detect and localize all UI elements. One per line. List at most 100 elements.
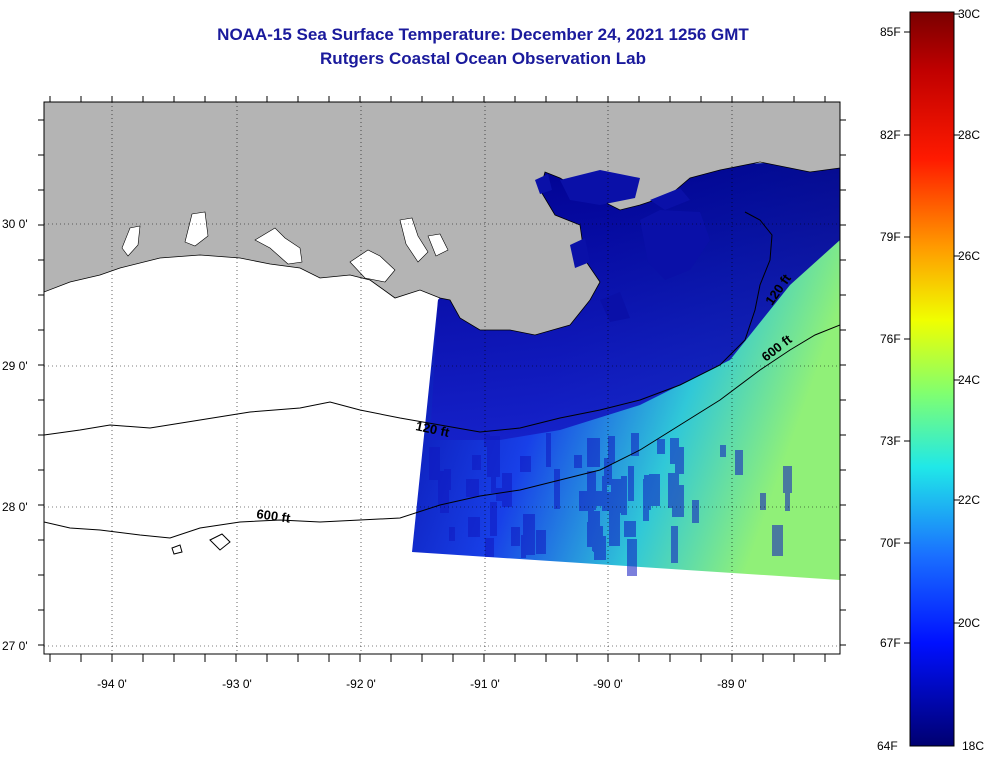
cold-streak [624,521,636,537]
lon-label: -91 0' [470,677,500,691]
graticule [44,102,840,654]
cold-streak [487,436,500,477]
cold-streak [587,438,600,467]
contour-islet [171,544,183,555]
cold-streak [429,447,440,480]
map-subtitle: Rutgers Coastal Ocean Observation Lab [320,49,646,68]
cold-streak [466,479,479,497]
inland-water [560,170,640,205]
colorbar-f-label: 76F [880,332,901,346]
cold-streak [502,473,512,507]
cold-streak [772,525,783,556]
lake [399,217,429,263]
colorbar-c-label: 22C [958,493,980,507]
cold-streak [521,535,526,558]
colorbar-f-label: 67F [880,636,901,650]
inland-water [600,292,630,322]
cold-streak [760,493,766,510]
colorbar-c-label: 28C [958,128,980,142]
inland-water [650,188,690,210]
cold-streak [520,456,531,472]
colorbar-c-label: 24C [958,373,980,387]
colorbar-f-label: 64F [877,739,898,753]
cold-streak [440,471,449,513]
inland-water [535,174,552,194]
cold-streak [649,474,660,506]
colorbar-f-label: 79F [880,230,901,244]
cold-streak [609,507,620,546]
cold-streak [511,527,520,546]
colorbar-c-label: 26C [958,249,980,263]
lon-label: -92 0' [346,677,376,691]
inland-water [640,210,710,280]
colorbar-f-label: 85F [880,25,901,39]
cold-streak [670,447,680,464]
cold-streak [490,502,497,536]
cold-streak [628,466,634,501]
colorbar-f-label: 82F [880,128,901,142]
colorbar-c-label: 30C [958,7,980,21]
cold-streak [593,491,605,506]
lake [121,225,141,257]
cold-streak [671,526,678,563]
contour-islet [209,533,231,551]
cold-streak [604,458,612,485]
lon-label: -90 0' [593,677,623,691]
bathymetry-contours [44,211,840,555]
lat-label: 27 0' [2,639,28,653]
lon-label: -89 0' [717,677,747,691]
lat-label: 28 0' [2,500,28,514]
lat-label: 30 0' [2,217,28,231]
cold-streak [468,517,480,537]
lake [427,233,449,257]
lat-label: 29 0' [2,359,28,373]
lon-label: -94 0' [97,677,127,691]
cold-streak [668,473,679,508]
cold-streak [606,492,612,511]
colorbar-f-label: 70F [880,536,901,550]
map-title: NOAA-15 Sea Surface Temperature: Decembe… [217,25,749,44]
colorbar [909,11,955,747]
cold-streaks [429,433,792,576]
cold-streak [608,436,615,463]
contour-label: 600 ft [256,506,292,526]
cold-streak [735,450,743,475]
frame-ticks [38,96,846,662]
cold-streak [783,466,792,493]
cold-streak [485,538,494,557]
cold-streak [491,463,496,493]
colorbar-c-label: 18C [962,739,984,753]
cold-streak [592,511,600,551]
cold-streak [785,487,790,511]
cold-streak [587,522,596,547]
colorbar-f-label: 73F [880,434,901,448]
colorbar-ticks [904,13,960,644]
cold-streak [611,479,623,513]
cold-streak [484,434,490,447]
inland-water [570,238,590,268]
cold-streak [536,530,546,554]
map-frame [43,101,841,655]
contour-label: 120 ft [414,418,451,440]
cold-streak [657,439,665,454]
cold-streak [631,433,639,456]
cold-streak [720,445,726,457]
cold-streak [472,455,481,470]
cold-streak [554,469,560,509]
cold-streak [621,476,627,515]
cold-streak [587,471,596,510]
cold-streak [496,488,504,501]
contour-600ft [44,324,840,539]
cold-streak [594,536,606,560]
cold-streak [643,479,649,521]
contour-120ft [44,211,773,436]
cold-streak [449,527,455,541]
lake [184,211,209,247]
cold-streak [579,491,589,511]
cold-streak [692,500,699,523]
lon-label: -93 0' [222,677,252,691]
cold-streak [574,455,582,468]
cold-streak [546,433,551,467]
cold-streak [627,539,637,576]
